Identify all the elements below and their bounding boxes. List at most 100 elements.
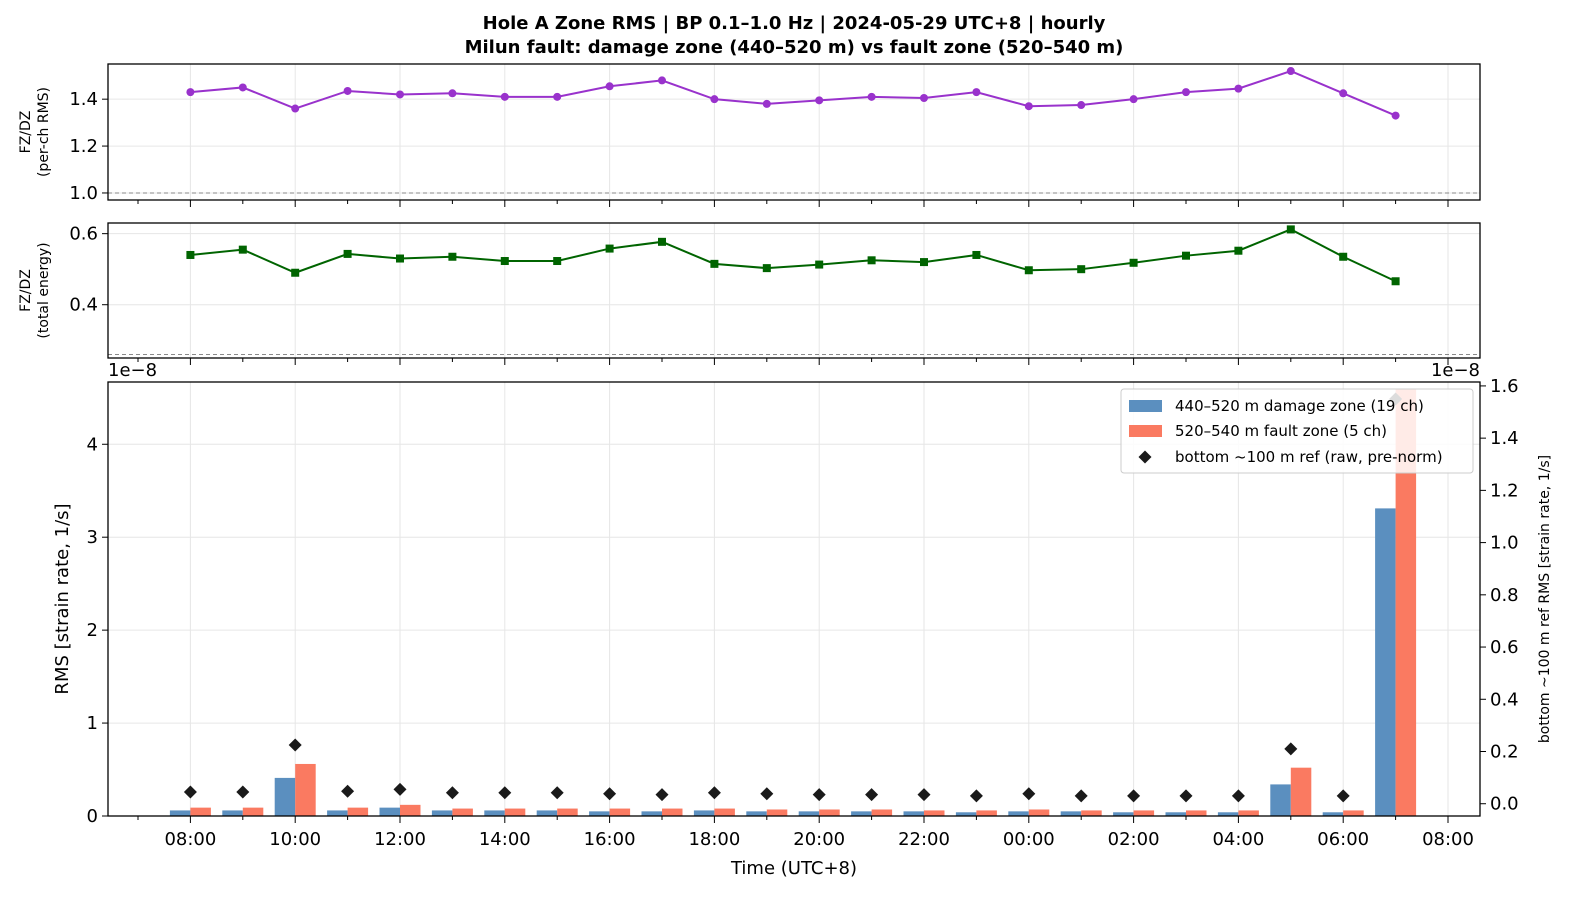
damage-zone-bar: [1322, 812, 1344, 816]
ratio-rms-data-point: [1286, 67, 1295, 76]
ratio-rms-data-point: [291, 104, 300, 113]
fault-zone-bar: [714, 808, 735, 816]
ratio-energy-data-point: [1129, 258, 1138, 267]
x-tick-label: 20:00: [793, 829, 845, 850]
ratio-rms-data-point: [396, 90, 404, 99]
fault-zone-bar: [400, 804, 421, 816]
ratio-energy-y-axis-label-line2: (total energy): [36, 242, 52, 338]
ratio-rms-data-point: [815, 96, 824, 105]
ratio-rms-frame: [107, 63, 1481, 201]
ratio-energy-frame: [107, 222, 1481, 359]
rms-y-tick-label: 2: [87, 620, 98, 641]
fault-zone-bar: [347, 807, 369, 816]
ratio-rms-data-point: [972, 88, 981, 97]
damage-zone-bar: [1113, 812, 1134, 816]
ratio-rms-data-point: [1129, 95, 1138, 104]
ratio-rms-y-axis-label-line2: (per-ch RMS): [36, 87, 52, 177]
fault-zone-bar: [766, 809, 788, 816]
ratio-rms-data-point: [1234, 84, 1243, 93]
reference-point: [865, 788, 879, 802]
ratio-rms-data-point: [1391, 111, 1400, 120]
x-tick-label: 10:00: [269, 829, 321, 850]
legend-swatch-fault-zone: [1129, 425, 1162, 437]
damage-zone-bar: [641, 811, 662, 816]
damage-zone-bar: [1060, 811, 1082, 816]
fault-zone-bar: [295, 763, 316, 816]
ratio-energy-data-point: [448, 252, 457, 261]
right-axis-offset-text: 1e−8: [1431, 360, 1480, 381]
ratio-energy-data-point: [815, 260, 824, 269]
ratio-energy-data-point: [710, 259, 719, 268]
ratio-energy-data-point: [762, 264, 771, 273]
damage-zone-bar: [431, 810, 453, 816]
damage-zone-bar: [746, 811, 767, 816]
reference-point: [603, 787, 617, 801]
reference-point: [1179, 789, 1193, 803]
fault-zone-bar: [242, 807, 264, 816]
fault-zone-bar: [452, 808, 473, 816]
fault-zone-bar: [924, 810, 945, 816]
damage-zone-bar: [693, 810, 715, 816]
reference-point: [550, 786, 564, 800]
damage-zone-bar: [798, 811, 820, 816]
damage-zone-bar: [379, 807, 400, 816]
rms-y-axis-label: RMS [strain rate, 1/s]: [52, 503, 73, 694]
damage-zone-bar: [536, 810, 558, 816]
ratio-energy-data-point: [867, 256, 876, 265]
reference-point: [707, 786, 721, 800]
ratio-energy-y-axis-label-line1: FZ/DZ: [18, 269, 34, 312]
ratio-rms-data-point: [867, 92, 876, 101]
ratio-rms-y-tick-label: 1.0: [69, 183, 98, 204]
reference-point: [1022, 787, 1036, 801]
x-axis-label: Time (UTC+8): [730, 858, 857, 879]
ratio-rms-data-point: [1339, 89, 1348, 98]
fault-zone-bar: [1238, 810, 1259, 816]
ratio-rms-data-point: [448, 89, 457, 98]
x-tick-label: 02:00: [1108, 829, 1160, 850]
ref-y-tick-label: 0.6: [1490, 637, 1519, 658]
ratio-rms-data-point: [553, 92, 562, 101]
damage-zone-bar: [169, 810, 191, 816]
ratio-rms-data-point: [343, 86, 352, 95]
reference-point: [498, 786, 512, 800]
ratio-rms-data-point: [1077, 101, 1086, 110]
x-tick-label: 08:00: [1422, 829, 1474, 850]
ratio-energy-data-point: [238, 245, 247, 254]
damage-zone-bar: [222, 810, 243, 816]
fault-zone-bar: [557, 808, 578, 816]
fault-zone-bar: [1028, 809, 1050, 816]
left-axis-offset-text: 1e−8: [108, 360, 157, 381]
ratio-rms-data-point: [1182, 88, 1190, 97]
legend-swatch-damage-zone: [1129, 400, 1162, 412]
ratio-rms-data-point: [186, 88, 195, 97]
reference-point: [1336, 789, 1350, 803]
ratio-energy-data-point: [396, 254, 404, 263]
ratio-energy-data-point: [658, 237, 666, 246]
ratio-rms-data-point: [658, 76, 666, 85]
ref-y-tick-label: 0.0: [1490, 794, 1519, 815]
fault-zone-bar: [1081, 810, 1102, 816]
ratio-rms-data-point: [605, 82, 614, 91]
rms-y-tick-label: 3: [87, 527, 98, 548]
x-tick-label: 04:00: [1212, 829, 1264, 850]
ratio-energy-data-point: [972, 250, 981, 259]
x-tick-label: 18:00: [688, 829, 740, 850]
reference-point: [183, 785, 197, 799]
reference-point: [1074, 789, 1088, 803]
ratio-energy-data-point: [1286, 225, 1295, 234]
fault-zone-bar: [504, 808, 526, 816]
ratio-rms-data-point: [762, 99, 771, 108]
ratio-energy-data-point: [291, 268, 300, 277]
legend-marker-reference: [1138, 450, 1152, 464]
reference-point: [341, 784, 355, 798]
fault-zone-bar: [1395, 388, 1417, 816]
ratio-energy-data-point: [1077, 265, 1086, 274]
ratio-rms-y-tick-label: 1.4: [69, 89, 98, 110]
ref-y-tick-label: 1.0: [1490, 533, 1519, 554]
ratio-rms-y-tick-label: 1.2: [69, 136, 98, 157]
reference-point: [812, 788, 826, 802]
ratio-energy-data-point: [553, 257, 562, 266]
ratio-rms-data-point: [1024, 102, 1033, 111]
x-tick-label: 22:00: [898, 829, 950, 850]
fault-zone-bar: [1186, 810, 1207, 816]
